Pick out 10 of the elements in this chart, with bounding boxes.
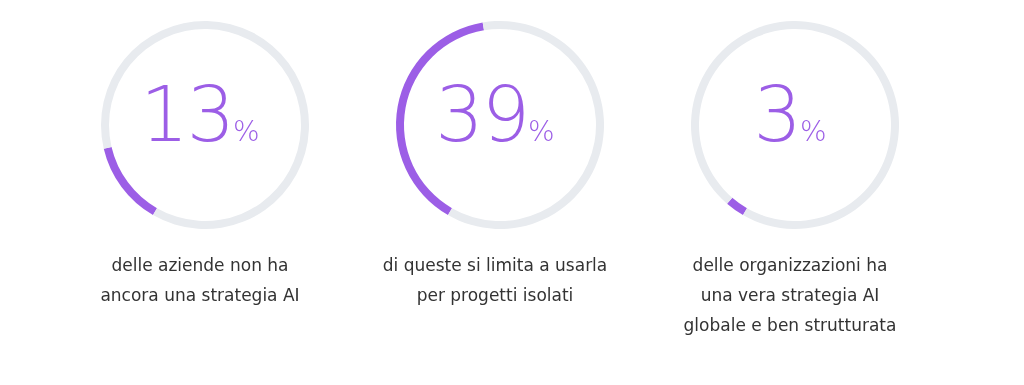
- donut-slice: [101, 21, 309, 229]
- text: delle organizzazioni ha una vera strategia AI globale e ben strutturata: [682, 254, 898, 337]
- text: delle aziende non ha ancora una strategia AI: [99, 254, 301, 307]
- text: di queste si limita a usarla per progetti isolati: [381, 254, 609, 307]
- text: 39%: [435, 70, 555, 159]
- donut-slice: [691, 21, 899, 229]
- text: 3%: [753, 70, 827, 159]
- text: 13%: [140, 70, 260, 159]
- donut-slice: [103, 146, 157, 216]
- donut-slice: [727, 197, 747, 216]
